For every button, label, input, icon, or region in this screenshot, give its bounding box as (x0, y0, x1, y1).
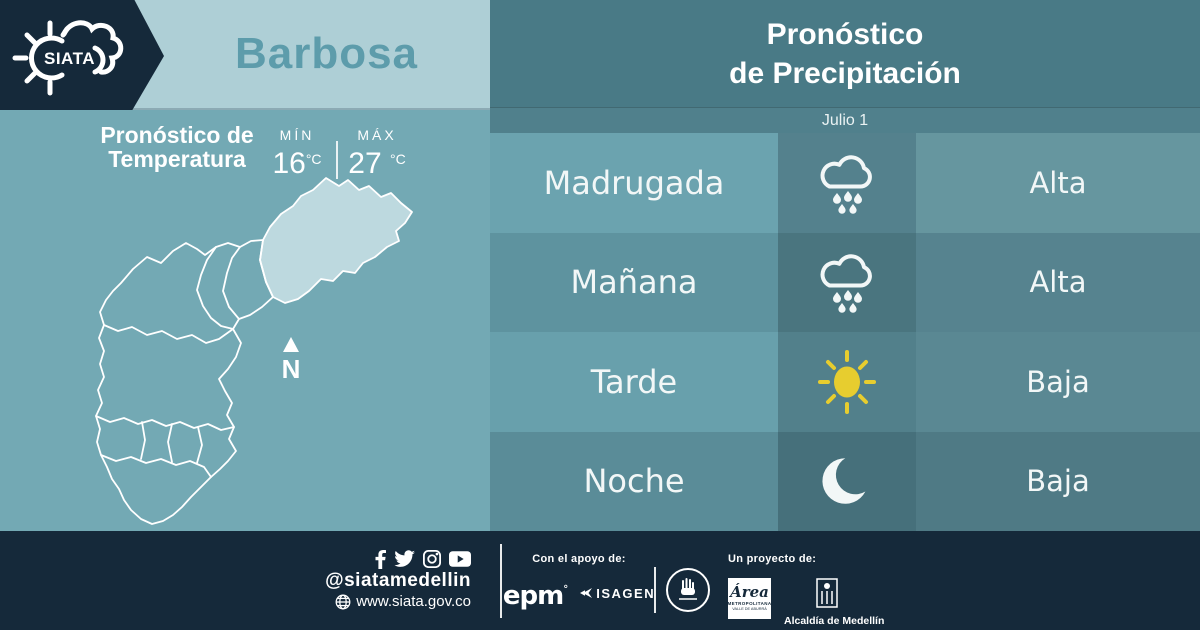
social-handle[interactable]: @siatamedellin (325, 570, 471, 591)
min-value: 16°C (272, 147, 322, 180)
minmax-divider (336, 141, 338, 179)
precipitation-title-line2: de Precipitación (729, 56, 961, 90)
footer: @siatamedellin www.siata.gov.co Con el a… (0, 531, 1200, 630)
project-label: Un proyecto de: (728, 553, 817, 565)
social-icons (325, 549, 471, 569)
isagen-logo: ISAGEN (579, 586, 655, 601)
period-cell: Tarde (490, 332, 778, 432)
website-url: www.siata.gov.co (356, 593, 471, 610)
level-cell: Baja (916, 332, 1200, 432)
period-label: Noche (583, 462, 685, 501)
period-label: Mañana (570, 263, 698, 302)
instagram-icon[interactable] (423, 550, 441, 568)
area-script: Área (730, 583, 769, 602)
epm-logo: epm° (502, 581, 569, 611)
support-block: Con el apoyo de: epm° ISAGEN (502, 553, 655, 611)
footer-divider (500, 544, 502, 618)
forecast-date: Julio 1 (490, 107, 1200, 134)
university-logo (666, 568, 710, 612)
temperature-title-line2: Temperatura (108, 146, 246, 172)
siata-banner: SIATA (0, 0, 164, 112)
rain-cloud-icon (820, 254, 872, 314)
location-title: Barbosa (234, 29, 419, 78)
max-label: MÁX (357, 127, 397, 143)
max-unit: °C (390, 151, 406, 167)
facebook-icon[interactable] (375, 549, 386, 569)
support-label: Con el apoyo de: (532, 553, 626, 565)
social-block: @siatamedellin www.siata.gov.co (325, 549, 471, 611)
level-label: Baja (1026, 364, 1090, 399)
temperature-title: Pronóstico de Temperatura (84, 123, 270, 171)
isagen-mark-icon (580, 588, 593, 598)
svg-text:SIATA: SIATA (44, 49, 95, 68)
level-cell: Baja (916, 431, 1200, 531)
max-value: 27 °C (348, 147, 406, 180)
min-unit: °C (305, 151, 322, 167)
forecast-table: Madrugada Alta Mañana (490, 133, 1200, 531)
level-label: Alta (1029, 265, 1087, 300)
temperature-title-line1: Pronóstico de (100, 122, 254, 148)
forecast-icon-cell (778, 232, 916, 332)
youtube-icon[interactable] (449, 551, 471, 567)
alcaldia-caption: Alcaldía de Medellín (784, 615, 885, 627)
alcaldia-medellin-logo: Alcaldía de Medellín (784, 578, 885, 627)
min-label: MÍN (279, 127, 315, 143)
compass-label: N (282, 354, 301, 384)
period-label: Madrugada (543, 163, 725, 202)
twitter-icon[interactable] (394, 550, 415, 568)
level-label: Alta (1029, 165, 1087, 200)
isagen-label: ISAGEN (596, 585, 656, 601)
period-label: Tarde (590, 362, 678, 401)
north-arrow-icon: N (282, 337, 301, 384)
area-sub: VALLE DE ABURRÁ (732, 606, 767, 611)
level-cell: Alta (916, 133, 1200, 233)
forecast-icon-cell (778, 332, 916, 432)
area-caption: METROPOLITANA (727, 601, 772, 607)
map-outline (95, 239, 274, 525)
forecast-icon-cell (778, 431, 916, 531)
area-metropolitana-logo: Área METROPOLITANA VALLE DE ABURRÁ (727, 578, 772, 619)
globe-icon (335, 594, 351, 609)
precipitation-panel: Pronóstico de Precipitación Julio 1 Madr… (490, 0, 1200, 531)
sun-icon (818, 349, 876, 414)
hand-emblem-icon (679, 578, 697, 600)
website-link[interactable]: www.siata.gov.co (325, 592, 471, 611)
precipitation-title-line1: Pronóstico (766, 17, 924, 51)
min-temperature: MÍN 16°C (268, 127, 326, 181)
period-cell: Madrugada (490, 133, 778, 233)
temperature-panel: Pronóstico de Temperatura MÍN 16°C MÁX 2… (0, 110, 490, 531)
level-cell: Alta (916, 232, 1200, 332)
alcaldia-emblem-icon (816, 578, 838, 608)
period-cell: Noche (490, 431, 778, 531)
rain-cloud-icon (820, 155, 872, 214)
temperature-minmax: MÍN 16°C MÁX 27 °C (268, 127, 406, 181)
precipitation-title: Pronóstico de Precipitación (490, 0, 1200, 107)
project-block: Un proyecto de: Área METROPOLITANA VALLE… (727, 553, 885, 627)
siata-sun-cloud-logo: SIATA (12, 20, 124, 96)
map-region-barbosa (259, 177, 413, 304)
aburra-valley-map: N (95, 177, 413, 525)
forecast-icon-cell (778, 133, 916, 233)
moon-icon (822, 458, 866, 504)
footer-divider (654, 567, 656, 613)
period-cell: Mañana (490, 232, 778, 332)
max-temperature: MÁX 27 °C (348, 127, 406, 181)
level-label: Baja (1026, 464, 1090, 499)
